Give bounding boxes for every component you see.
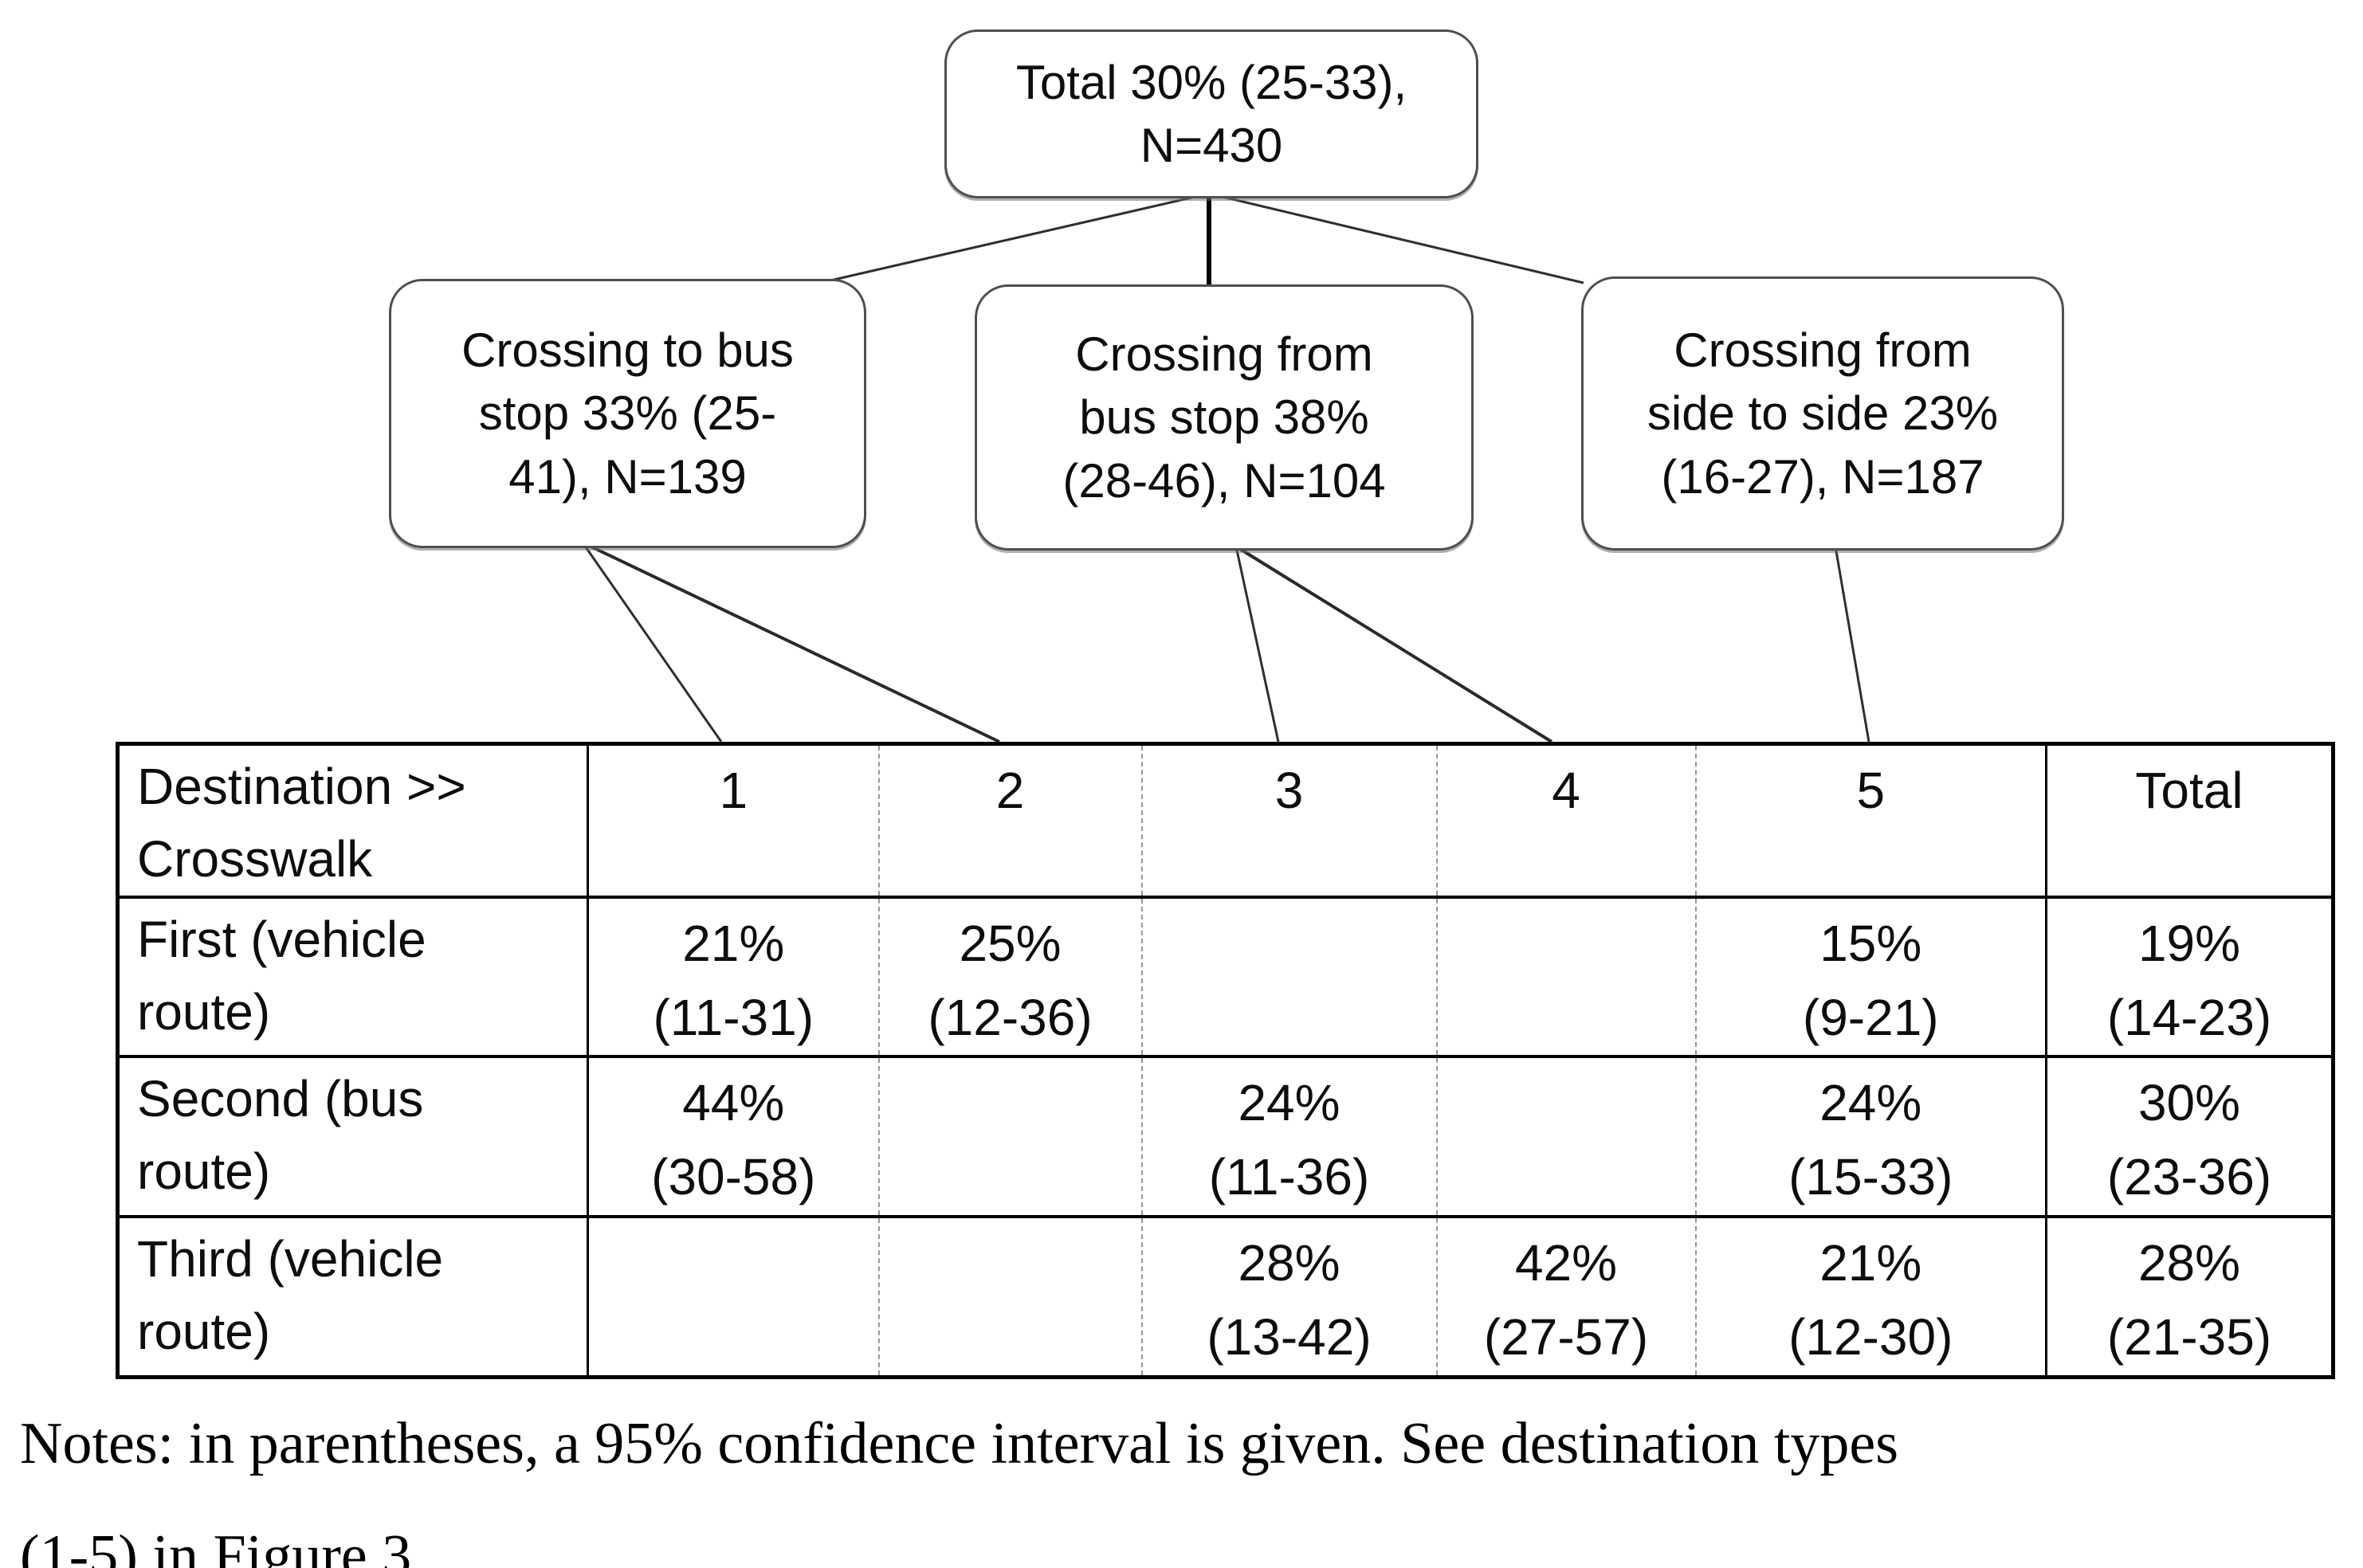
cell-first-dest5: 15% (9-21) bbox=[1695, 895, 2047, 1057]
cell-third-dest5: 21% (12-30) bbox=[1695, 1214, 2047, 1379]
cell-first-dest3 bbox=[1141, 895, 1438, 1057]
cell-third-dest2 bbox=[878, 1214, 1143, 1379]
cell-second-dest5: 24% (15-33) bbox=[1695, 1055, 2047, 1217]
edge-root-to-right-box bbox=[1208, 192, 1584, 284]
tree-node-crossing-to-bus-stop: Crossing to bus stop 33% (25- 41), N=139 bbox=[389, 279, 866, 548]
edge-midbox-to-col3 bbox=[1234, 546, 1280, 743]
cell-second-total: 30% (23-36) bbox=[2046, 1055, 2335, 1217]
crosswalk-destination-table: Destination >> Crosswalk 1 2 3 4 5 Total… bbox=[116, 741, 2335, 1379]
cell-third-dest4: 42% (27-57) bbox=[1436, 1214, 1697, 1379]
column-header-3: 3 bbox=[1141, 741, 1438, 897]
cell-third-total: 28% (21-35) bbox=[2046, 1214, 2335, 1379]
column-header-total: Total bbox=[2046, 741, 2335, 897]
column-header-2: 2 bbox=[878, 741, 1143, 897]
cell-second-dest1: 44% (30-58) bbox=[587, 1055, 880, 1217]
row-label-first: First (vehicle route) bbox=[116, 895, 589, 1057]
edge-leftbox-to-col2 bbox=[582, 541, 1000, 743]
cell-first-dest2: 25% (12-36) bbox=[878, 895, 1143, 1057]
edge-rightbox-to-col5 bbox=[1834, 546, 1870, 743]
cell-first-total: 19% (14-23) bbox=[2046, 895, 2335, 1057]
table-row-second-crosswalk: Second (bus route) 44% (30-58) 24% (11-3… bbox=[116, 1055, 2335, 1217]
cell-third-dest1 bbox=[587, 1214, 880, 1379]
cell-second-dest3: 24% (11-36) bbox=[1141, 1055, 1438, 1217]
table-corner-header: Destination >> Crosswalk bbox=[116, 741, 589, 897]
column-header-4: 4 bbox=[1436, 741, 1697, 897]
table-row-third-crosswalk: Third (vehicle route) 28% (13-42) 42% (2… bbox=[116, 1214, 2335, 1379]
column-header-5: 5 bbox=[1695, 741, 2047, 897]
tree-node-crossing-side-to-side: Crossing from side to side 23% (16-27), … bbox=[1581, 276, 2064, 551]
column-header-1: 1 bbox=[587, 741, 880, 897]
cell-first-dest1: 21% (11-31) bbox=[587, 895, 880, 1057]
row-label-third: Third (vehicle route) bbox=[116, 1214, 589, 1379]
row-label-second: Second (bus route) bbox=[116, 1055, 589, 1217]
cell-third-dest3: 28% (13-42) bbox=[1141, 1214, 1438, 1379]
tree-node-crossing-from-bus-stop: Crossing from bus stop 38% (28-46), N=10… bbox=[975, 284, 1474, 551]
cell-second-dest4 bbox=[1436, 1055, 1697, 1217]
edge-root-to-left-box bbox=[830, 192, 1210, 282]
table-row-first-crosswalk: First (vehicle route) 21% (11-31) 25% (1… bbox=[116, 895, 2335, 1057]
table-header-row: Destination >> Crosswalk 1 2 3 4 5 Total bbox=[116, 741, 2335, 897]
cell-second-dest2 bbox=[878, 1055, 1143, 1217]
tree-node-total: Total 30% (25-33), N=430 bbox=[944, 29, 1478, 198]
edge-midbox-to-col4 bbox=[1234, 545, 1553, 743]
figure-notes: Notes: in parentheses, a 95% confidence … bbox=[20, 1411, 1899, 1568]
cell-first-dest4 bbox=[1436, 895, 1697, 1057]
edge-leftbox-to-col1 bbox=[581, 542, 723, 743]
